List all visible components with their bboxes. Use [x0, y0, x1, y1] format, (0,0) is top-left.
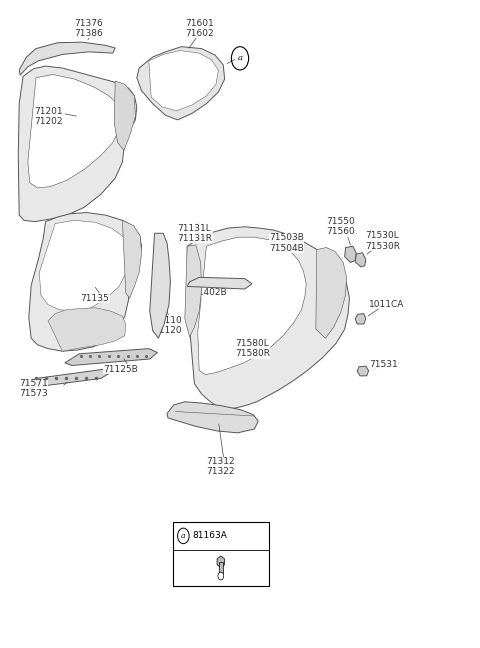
Text: 71503B
71504B: 71503B 71504B [269, 233, 304, 253]
Text: a: a [181, 532, 186, 540]
Text: 71376
71386: 71376 71386 [74, 19, 103, 38]
Text: 71601
71602: 71601 71602 [185, 19, 214, 38]
Text: 71580L
71580R: 71580L 71580R [235, 339, 270, 358]
Text: 71125B: 71125B [103, 365, 138, 374]
Text: 71550
71560: 71550 71560 [326, 217, 355, 237]
FancyBboxPatch shape [173, 522, 269, 586]
Polygon shape [355, 253, 366, 267]
Polygon shape [39, 220, 130, 311]
Text: 71401B
71402B: 71401B 71402B [192, 278, 227, 297]
Text: 1011CA: 1011CA [369, 300, 404, 309]
Polygon shape [149, 51, 218, 111]
Polygon shape [137, 47, 225, 120]
Polygon shape [185, 245, 202, 337]
Polygon shape [19, 42, 115, 75]
Polygon shape [198, 237, 306, 375]
Text: 71530L
71530R: 71530L 71530R [365, 231, 400, 251]
Text: 71571
71573: 71571 71573 [19, 379, 48, 399]
Text: 71131L
71131R: 71131L 71131R [178, 224, 213, 243]
Polygon shape [316, 248, 347, 338]
Polygon shape [23, 369, 109, 391]
Polygon shape [150, 233, 170, 338]
Circle shape [218, 572, 224, 580]
Text: 71312
71322: 71312 71322 [206, 457, 235, 476]
Polygon shape [48, 308, 126, 351]
Polygon shape [357, 366, 369, 376]
Polygon shape [187, 277, 252, 289]
FancyBboxPatch shape [219, 562, 223, 573]
Text: 71531: 71531 [370, 360, 398, 369]
Text: 71110
71120: 71110 71120 [154, 316, 182, 335]
Polygon shape [345, 246, 356, 262]
Text: 81163A: 81163A [192, 531, 227, 540]
Text: a: a [238, 54, 242, 62]
Polygon shape [167, 402, 258, 433]
Polygon shape [114, 81, 135, 150]
Polygon shape [122, 220, 142, 298]
Polygon shape [355, 314, 366, 324]
Polygon shape [29, 213, 142, 351]
Text: 71135: 71135 [81, 294, 109, 303]
Polygon shape [18, 66, 137, 222]
Polygon shape [28, 75, 120, 188]
Text: 71201
71202: 71201 71202 [35, 107, 63, 126]
Polygon shape [187, 227, 349, 408]
Polygon shape [65, 349, 157, 365]
